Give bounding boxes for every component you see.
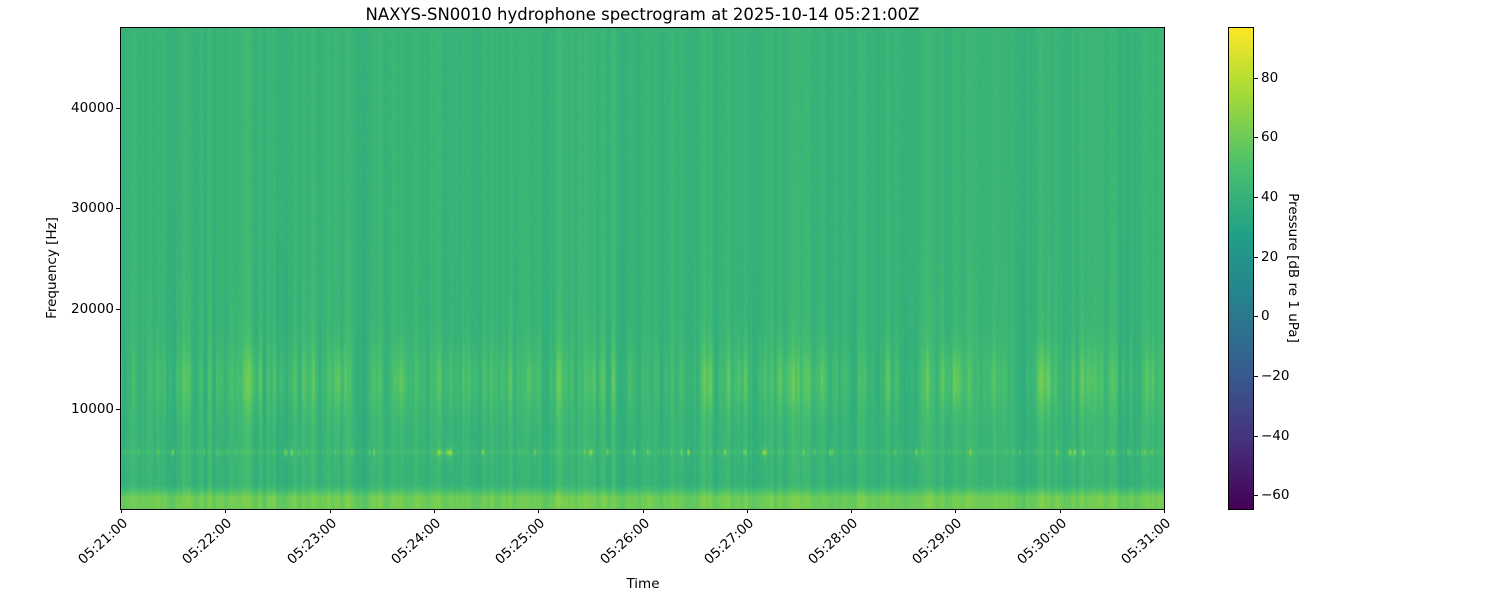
x-tick-mark (955, 509, 956, 513)
y-tick-mark (116, 108, 120, 109)
colorbar-tick-label: 40 (1261, 189, 1279, 205)
colorbar-tick-label: −20 (1261, 368, 1290, 384)
x-axis-label: Time (626, 576, 660, 592)
x-tick-mark (434, 509, 435, 513)
y-tick-mark (116, 208, 120, 209)
colorbar-tick-label: 80 (1261, 70, 1279, 86)
colorbar-tick-label: 0 (1261, 308, 1270, 324)
x-tick-mark (747, 509, 748, 513)
x-tick-label: 05:31:00 (1118, 515, 1175, 568)
x-tick-mark (225, 509, 226, 513)
y-tick-mark (116, 409, 120, 410)
x-tick-label: 05:22:00 (179, 515, 236, 568)
chart-title: NAXYS-SN0010 hydrophone spectrogram at 2… (365, 5, 920, 24)
x-tick-mark (121, 509, 122, 513)
x-tick-label: 05:30:00 (1014, 515, 1071, 568)
plot-area (120, 27, 1165, 510)
colorbar-tick-mark (1254, 436, 1258, 437)
y-tick-label: 40000 (71, 100, 114, 116)
colorbar-label: Pressure [dB re 1 uPa] (1285, 193, 1301, 343)
colorbar-tick-label: 60 (1261, 129, 1279, 145)
colorbar-tick-label: 20 (1261, 249, 1279, 265)
y-tick-label: 20000 (71, 301, 114, 317)
colorbar-tick-mark (1254, 137, 1258, 138)
x-tick-mark (1164, 509, 1165, 513)
x-tick-mark (851, 509, 852, 513)
colorbar-tick-mark (1254, 316, 1258, 317)
colorbar-tick-mark (1254, 197, 1258, 198)
spectrogram-image (121, 28, 1164, 509)
y-tick-label: 30000 (71, 200, 114, 216)
x-tick-mark (643, 509, 644, 513)
y-tick-mark (116, 309, 120, 310)
x-tick-mark (330, 509, 331, 513)
colorbar (1228, 27, 1254, 510)
colorbar-tick-label: −60 (1261, 487, 1290, 503)
colorbar-tick-label: −40 (1261, 428, 1290, 444)
x-tick-label: 05:21:00 (75, 515, 132, 568)
x-tick-mark (1060, 509, 1061, 513)
colorbar-tick-mark (1254, 376, 1258, 377)
x-tick-label: 05:23:00 (284, 515, 341, 568)
colorbar-tick-mark (1254, 495, 1258, 496)
colorbar-tick-mark (1254, 78, 1258, 79)
y-tick-label: 10000 (71, 401, 114, 417)
colorbar-tick-mark (1254, 257, 1258, 258)
x-tick-mark (538, 509, 539, 513)
